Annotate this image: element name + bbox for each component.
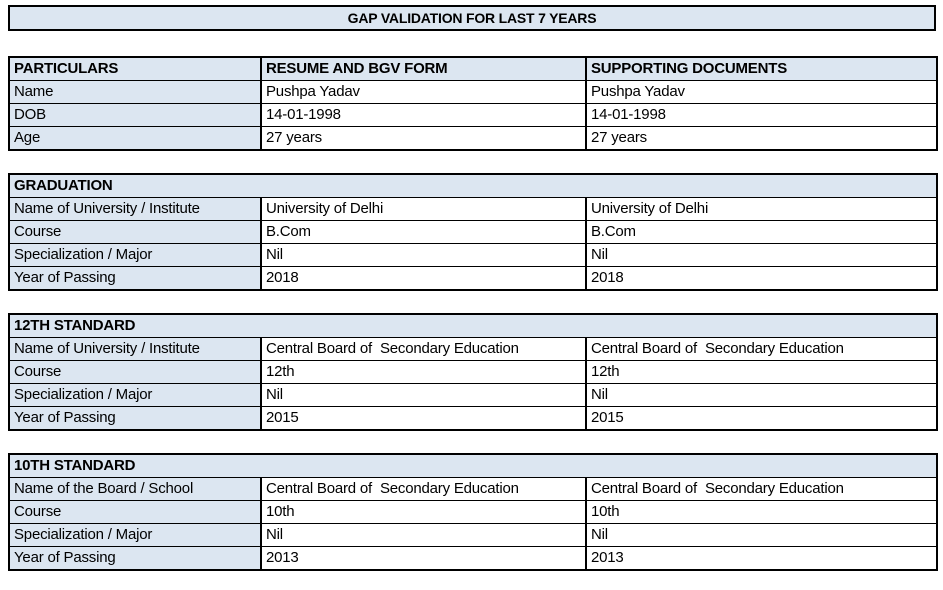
section-header-row: GRADUATION bbox=[8, 173, 938, 198]
supporting-value-cell: 2018 bbox=[585, 266, 938, 291]
supporting-value-cell: Central Board of Secondary Education bbox=[585, 477, 938, 501]
resume-value-cell: Nil bbox=[260, 243, 587, 267]
row-label-cell: Name bbox=[8, 80, 262, 104]
table-row: Name of University / Institute Central B… bbox=[8, 337, 938, 361]
row-label-cell: Name of University / Institute bbox=[8, 337, 262, 361]
row-label-cell: Name of the Board / School bbox=[8, 477, 262, 501]
table-row: Name of the Board / School Central Board… bbox=[8, 477, 938, 501]
table-row: Course B.Com B.Com bbox=[8, 220, 938, 244]
resume-value-cell: Central Board of Secondary Education bbox=[260, 337, 587, 361]
table-row: Age 27 years 27 years bbox=[8, 126, 938, 151]
section-table-12th-standard: 12TH STANDARD Name of University / Insti… bbox=[8, 313, 938, 431]
column-header-resume-bgv: RESUME AND BGV FORM bbox=[260, 56, 587, 81]
page-title: GAP VALIDATION FOR LAST 7 YEARS bbox=[8, 5, 936, 31]
table-row: Course 10th 10th bbox=[8, 500, 938, 524]
resume-value-cell: B.Com bbox=[260, 220, 587, 244]
row-label-cell: Specialization / Major bbox=[8, 523, 262, 547]
supporting-value-cell: 27 years bbox=[585, 126, 938, 151]
table-row: DOB 14-01-1998 14-01-1998 bbox=[8, 103, 938, 127]
row-label-cell: Name of University / Institute bbox=[8, 197, 262, 221]
section-table-graduation: GRADUATION Name of University / Institut… bbox=[8, 173, 938, 291]
row-label-cell: Year of Passing bbox=[8, 546, 262, 571]
section-header-row: 10TH STANDARD bbox=[8, 453, 938, 478]
resume-value-cell: 14-01-1998 bbox=[260, 103, 587, 127]
section-title: 10TH STANDARD bbox=[8, 453, 938, 478]
column-header-row: PARTICULARS RESUME AND BGV FORM SUPPORTI… bbox=[8, 56, 938, 81]
resume-value-cell: 2015 bbox=[260, 406, 587, 431]
supporting-value-cell: 10th bbox=[585, 500, 938, 524]
supporting-value-cell: Central Board of Secondary Education bbox=[585, 337, 938, 361]
table-row: Specialization / Major Nil Nil bbox=[8, 243, 938, 267]
row-label-cell: Course bbox=[8, 500, 262, 524]
column-header-supporting-docs: SUPPORTING DOCUMENTS bbox=[585, 56, 938, 81]
supporting-value-cell: Nil bbox=[585, 243, 938, 267]
resume-value-cell: 2018 bbox=[260, 266, 587, 291]
resume-value-cell: 2013 bbox=[260, 546, 587, 571]
supporting-value-cell: 14-01-1998 bbox=[585, 103, 938, 127]
resume-value-cell: University of Delhi bbox=[260, 197, 587, 221]
row-label-cell: Age bbox=[8, 126, 262, 151]
resume-value-cell: 12th bbox=[260, 360, 587, 384]
table-row: Course 12th 12th bbox=[8, 360, 938, 384]
resume-value-cell: 27 years bbox=[260, 126, 587, 151]
row-label-cell: Specialization / Major bbox=[8, 243, 262, 267]
supporting-value-cell: Nil bbox=[585, 523, 938, 547]
section-table-10th-standard: 10TH STANDARD Name of the Board / School… bbox=[8, 453, 938, 571]
table-row: Specialization / Major Nil Nil bbox=[8, 523, 938, 547]
table-row: Year of Passing 2015 2015 bbox=[8, 406, 938, 431]
resume-value-cell: Nil bbox=[260, 383, 587, 407]
resume-value-cell: Central Board of Secondary Education bbox=[260, 477, 587, 501]
supporting-value-cell: B.Com bbox=[585, 220, 938, 244]
table-row: Specialization / Major Nil Nil bbox=[8, 383, 938, 407]
row-label-cell: Specialization / Major bbox=[8, 383, 262, 407]
supporting-value-cell: 12th bbox=[585, 360, 938, 384]
particulars-table: PARTICULARS RESUME AND BGV FORM SUPPORTI… bbox=[8, 56, 938, 151]
table-row: Name Pushpa Yadav Pushpa Yadav bbox=[8, 80, 938, 104]
row-label-cell: Course bbox=[8, 360, 262, 384]
table-row: Year of Passing 2018 2018 bbox=[8, 266, 938, 291]
sheet: GAP VALIDATION FOR LAST 7 YEARS PARTICUL… bbox=[8, 5, 938, 571]
supporting-value-cell: University of Delhi bbox=[585, 197, 938, 221]
row-label-cell: DOB bbox=[8, 103, 262, 127]
supporting-value-cell: 2015 bbox=[585, 406, 938, 431]
row-label-cell: Year of Passing bbox=[8, 266, 262, 291]
section-title: 12TH STANDARD bbox=[8, 313, 938, 338]
section-title: GRADUATION bbox=[8, 173, 938, 198]
supporting-value-cell: 2013 bbox=[585, 546, 938, 571]
section-header-row: 12TH STANDARD bbox=[8, 313, 938, 338]
row-label-cell: Year of Passing bbox=[8, 406, 262, 431]
supporting-value-cell: Nil bbox=[585, 383, 938, 407]
table-row: Year of Passing 2013 2013 bbox=[8, 546, 938, 571]
resume-value-cell: Nil bbox=[260, 523, 587, 547]
supporting-value-cell: Pushpa Yadav bbox=[585, 80, 938, 104]
column-header-particulars: PARTICULARS bbox=[8, 56, 262, 81]
resume-value-cell: Pushpa Yadav bbox=[260, 80, 587, 104]
table-row: Name of University / Institute Universit… bbox=[8, 197, 938, 221]
row-label-cell: Course bbox=[8, 220, 262, 244]
resume-value-cell: 10th bbox=[260, 500, 587, 524]
